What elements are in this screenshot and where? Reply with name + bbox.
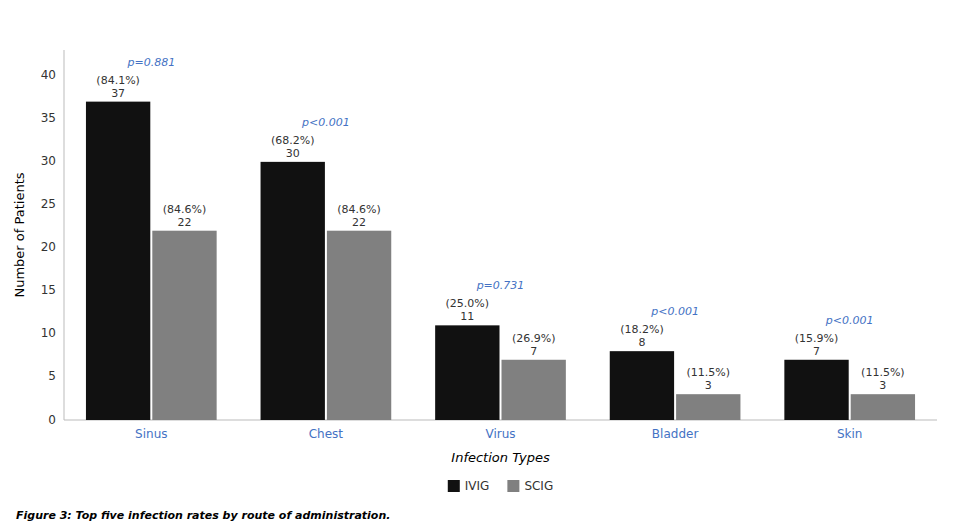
data-label: 7 (530, 345, 537, 358)
share-label: (84.6%) (337, 203, 381, 216)
x-axis-label: Infection Types (451, 450, 550, 465)
bar (435, 325, 499, 420)
data-label: 8 (638, 336, 645, 349)
data-labels: 37(84.1%)30(68.2%)11(25.0%)8(18.2%)7(15.… (96, 74, 904, 393)
p-value-annotation: p=0.731 (476, 279, 525, 292)
share-label: (25.0%) (446, 297, 490, 310)
bar (610, 351, 674, 420)
legend-item: IVIG (448, 479, 490, 493)
bars (86, 102, 915, 420)
share-label: (11.5%) (861, 366, 905, 379)
data-label: 7 (813, 345, 820, 358)
p-value-annotation: p<0.001 (301, 116, 350, 129)
legend-item: SCIG (507, 479, 553, 493)
share-label: (26.9%) (512, 332, 556, 345)
y-tick-label: 30 (41, 154, 56, 168)
x-tick-label: Sinus (135, 427, 167, 441)
x-axis: Sinus Chest Virus Bladder Skin (135, 427, 862, 441)
share-label: (11.5%) (687, 366, 731, 379)
p-value-annotation: p<0.001 (650, 305, 699, 318)
share-label: (84.1%) (96, 74, 140, 87)
y-tick-label: 10 (41, 326, 56, 340)
y-tick-label: 15 (41, 283, 56, 297)
y-tick-label: 20 (41, 240, 56, 254)
data-label: 37 (111, 87, 125, 100)
legend: IVIG SCIG (448, 479, 553, 493)
y-tick-label: 0 (48, 413, 56, 427)
y-tick-label: 5 (48, 369, 56, 383)
data-label: 3 (705, 379, 712, 392)
data-label: 11 (460, 310, 474, 323)
data-label: 22 (352, 216, 366, 229)
bar (502, 360, 566, 420)
bar (784, 360, 848, 420)
y-axis-label: Number of Patients (12, 172, 27, 297)
share-label: (84.6%) (163, 203, 207, 216)
y-axis-line (64, 50, 65, 420)
data-label: 22 (177, 216, 191, 229)
x-tick-label: Chest (309, 427, 344, 441)
x-tick-label: Bladder (652, 427, 699, 441)
share-label: (68.2%) (271, 134, 315, 147)
caption: Figure 3: Top five infection rates by ro… (16, 509, 390, 522)
y-tick-label: 25 (41, 197, 56, 211)
data-label: 3 (879, 379, 886, 392)
bar (152, 231, 216, 420)
bar (851, 394, 915, 420)
legend-swatch (448, 480, 460, 492)
share-label: (18.2%) (620, 323, 664, 336)
bar (86, 102, 150, 420)
y-axis: 0 5 10 15 20 25 30 35 40 (41, 50, 64, 427)
legend-swatch (507, 480, 519, 492)
p-values: p=0.881 p<0.001 p=0.731 p<0.001 p<0.001 (126, 56, 873, 327)
bar (327, 231, 391, 420)
legend-label: IVIG (465, 479, 490, 493)
p-value-annotation: p=0.881 (126, 56, 175, 69)
legend-label: SCIG (524, 479, 553, 493)
p-value-annotation: p<0.001 (825, 314, 874, 327)
bar (676, 394, 740, 420)
share-label: (15.9%) (795, 332, 839, 345)
x-tick-label: Virus (485, 427, 515, 441)
bar (261, 162, 325, 420)
x-tick-label: Skin (837, 427, 863, 441)
y-tick-label: 40 (41, 68, 56, 82)
data-label: 30 (286, 147, 300, 160)
chart: 0510152025303540Number of Patients37(84.… (0, 0, 957, 531)
y-tick-label: 35 (41, 111, 56, 125)
